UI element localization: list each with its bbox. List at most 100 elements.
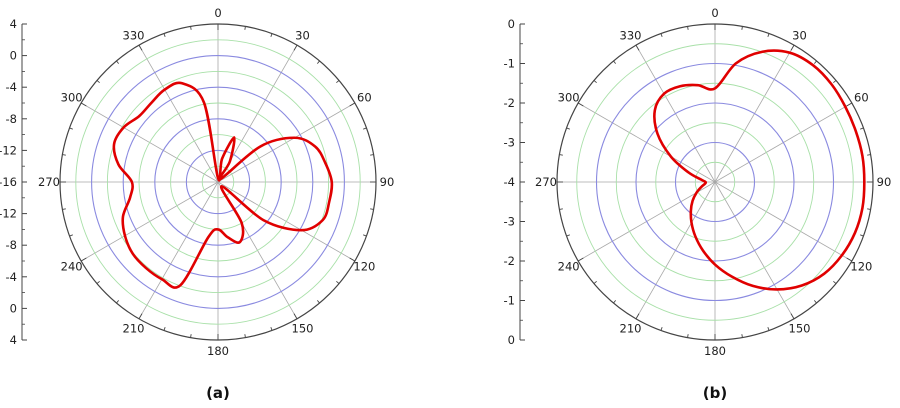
angle-tick — [635, 313, 640, 320]
angle-tick — [559, 154, 563, 156]
angle-tick — [741, 334, 743, 338]
angle-tick-label: 180 — [207, 344, 229, 358]
angle-tick — [566, 127, 570, 130]
radial-axis-label: -3 — [504, 136, 515, 150]
angle-tick-label: 210 — [620, 321, 642, 335]
angle-tick-label: 270 — [535, 175, 557, 189]
angle-tick-label: 120 — [353, 260, 375, 274]
radial-axis-label: -4 — [504, 175, 515, 189]
angle-tick — [316, 300, 320, 304]
radial-axis-label: -2 — [504, 254, 515, 268]
angle-tick — [163, 33, 166, 37]
polar-panel-1: 0 30 60 90 120 150 180 210 240 270 300 330 4 0 -4 -8 -12… — [0, 6, 394, 402]
angle-tick — [363, 234, 367, 237]
angle-tick — [370, 208, 374, 210]
angle-tick-label: 150 — [292, 321, 314, 335]
minor-grid-circle — [615, 82, 815, 282]
angle-tick — [293, 313, 298, 320]
major-grid-circle — [122, 86, 314, 278]
minor-grid-circle — [576, 43, 854, 321]
angle-tick — [767, 327, 770, 331]
angle-tick-label: 0 — [214, 6, 221, 20]
radial-axis-label: 0 — [508, 333, 515, 347]
minor-grid-circle — [106, 70, 330, 294]
angle-tick — [270, 327, 273, 331]
radial-axis-label: -12 — [0, 207, 17, 221]
minor-grid-circle — [655, 122, 775, 242]
angle-tick — [62, 154, 66, 156]
angle-tick — [244, 334, 246, 338]
minor-grid-circle — [75, 39, 361, 325]
radial-axis-label: 0 — [10, 49, 17, 63]
minor-grid-circle — [694, 161, 736, 203]
angle-tick — [349, 102, 356, 107]
angle-tick — [833, 80, 837, 84]
angle-tick — [138, 313, 143, 320]
minor-grid-circle — [201, 165, 235, 199]
angle-tick — [349, 257, 356, 262]
angle-tick — [370, 154, 374, 156]
angle-tick-label: 90 — [877, 175, 892, 189]
radial-axis-label: 4 — [10, 333, 17, 347]
angle-tick — [813, 60, 817, 64]
angle-tick — [867, 208, 871, 210]
angle-tick — [69, 127, 73, 130]
angle-tick-label: 270 — [38, 175, 60, 189]
angle-tick — [767, 33, 770, 37]
angle-tick — [363, 127, 367, 130]
angle-tick — [116, 300, 120, 304]
angle-tick — [593, 280, 597, 284]
angle-tick-label: 330 — [123, 29, 145, 43]
angle-tick-label: 300 — [558, 91, 580, 105]
angle-tick — [62, 208, 66, 210]
angle-tick — [559, 208, 563, 210]
angle-tick-label: 30 — [295, 29, 310, 43]
angle-tick — [860, 127, 864, 130]
angle-tick — [190, 26, 192, 30]
radial-axis-label: 0 — [10, 301, 17, 315]
angle-tick — [96, 280, 100, 284]
angle-tick-label: 330 — [620, 29, 642, 43]
radial-axis-label: -8 — [6, 238, 17, 252]
radial-axis-label: -1 — [504, 57, 515, 71]
major-grid-circle — [674, 141, 756, 223]
angle-tick — [613, 60, 617, 64]
radial-axis-label: -8 — [6, 112, 17, 126]
angle-tick — [613, 300, 617, 304]
angle-tick — [790, 313, 795, 320]
angle-tick — [860, 234, 864, 237]
angle-tick — [138, 44, 143, 51]
angle-tick — [566, 234, 570, 237]
panel-label: (b) — [703, 384, 727, 402]
angle-tick — [833, 280, 837, 284]
angle-tick — [867, 154, 871, 156]
angle-tick — [593, 80, 597, 84]
angle-tick — [80, 257, 87, 262]
angle-tick — [163, 327, 166, 331]
angle-tick — [635, 44, 640, 51]
angle-tick — [790, 44, 795, 51]
radial-axis-label: -12 — [0, 143, 17, 157]
angle-tick — [336, 80, 340, 84]
angle-tick — [116, 60, 120, 64]
angle-tick-label: 60 — [357, 91, 372, 105]
angle-tick — [687, 26, 689, 30]
radial-axis-label: -4 — [6, 270, 17, 284]
radial-axis-label: -2 — [504, 96, 515, 110]
angle-tick-label: 240 — [61, 260, 83, 274]
angle-tick — [813, 300, 817, 304]
major-grid-circle — [154, 118, 282, 246]
angle-tick-label: 180 — [704, 344, 726, 358]
angle-tick — [846, 102, 853, 107]
angle-tick — [336, 280, 340, 284]
angle-tick-label: 300 — [61, 91, 83, 105]
angle-tick — [741, 26, 743, 30]
angle-tick — [270, 33, 273, 37]
angle-tick-label: 60 — [854, 91, 869, 105]
radial-axis-label: 0 — [508, 17, 515, 31]
angle-tick-label: 150 — [789, 321, 811, 335]
angle-tick — [660, 33, 663, 37]
major-grid-circle — [635, 102, 795, 262]
panel-label: (a) — [206, 384, 230, 402]
